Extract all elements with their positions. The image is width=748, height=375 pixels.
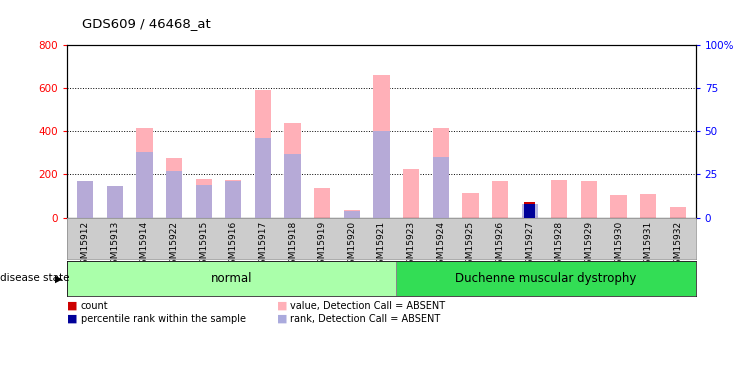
Text: ▶: ▶ bbox=[55, 273, 62, 284]
Text: ■: ■ bbox=[277, 314, 287, 324]
Bar bbox=[195, 179, 212, 218]
Text: GSM15919: GSM15919 bbox=[318, 221, 327, 270]
Bar bbox=[524, 204, 536, 218]
Bar bbox=[669, 207, 686, 218]
Bar bbox=[373, 75, 390, 217]
Text: GSM15913: GSM15913 bbox=[110, 221, 119, 270]
Bar bbox=[432, 128, 449, 218]
Text: GSM15917: GSM15917 bbox=[258, 221, 268, 270]
Bar bbox=[610, 195, 627, 217]
Bar bbox=[195, 185, 212, 218]
Bar bbox=[551, 180, 568, 218]
Bar bbox=[403, 169, 420, 217]
Text: GSM15925: GSM15925 bbox=[466, 221, 475, 270]
Bar bbox=[284, 123, 301, 218]
Text: ■: ■ bbox=[277, 301, 287, 310]
Text: GSM15924: GSM15924 bbox=[436, 221, 445, 270]
Bar bbox=[521, 204, 538, 218]
Text: value, Detection Call = ABSENT: value, Detection Call = ABSENT bbox=[290, 301, 445, 310]
Text: GSM15932: GSM15932 bbox=[673, 221, 682, 270]
Bar bbox=[314, 188, 331, 218]
Bar bbox=[166, 158, 183, 218]
Text: GDS609 / 46468_at: GDS609 / 46468_at bbox=[82, 17, 211, 30]
Text: GSM15920: GSM15920 bbox=[347, 221, 356, 270]
Text: GSM15916: GSM15916 bbox=[229, 221, 238, 270]
Text: ■: ■ bbox=[67, 314, 78, 324]
Text: count: count bbox=[81, 301, 108, 310]
Text: GSM15929: GSM15929 bbox=[584, 221, 593, 270]
Bar bbox=[255, 90, 271, 218]
Bar bbox=[524, 202, 536, 217]
Bar bbox=[136, 152, 153, 217]
Bar bbox=[462, 193, 479, 217]
Text: GSM15930: GSM15930 bbox=[614, 221, 623, 270]
Bar bbox=[166, 171, 183, 217]
Bar bbox=[580, 181, 597, 218]
Bar bbox=[106, 186, 123, 218]
Text: GSM15921: GSM15921 bbox=[377, 221, 386, 270]
Text: GSM15915: GSM15915 bbox=[199, 221, 208, 270]
Text: GSM15912: GSM15912 bbox=[81, 221, 90, 270]
Text: GSM15918: GSM15918 bbox=[288, 221, 297, 270]
Text: ■: ■ bbox=[67, 301, 78, 310]
Bar bbox=[373, 131, 390, 218]
Text: disease state: disease state bbox=[0, 273, 70, 284]
Text: GSM15923: GSM15923 bbox=[407, 221, 416, 270]
Text: GSM15922: GSM15922 bbox=[170, 221, 179, 270]
Bar bbox=[77, 181, 94, 218]
Text: percentile rank within the sample: percentile rank within the sample bbox=[81, 314, 246, 324]
Bar bbox=[521, 216, 538, 217]
Bar bbox=[225, 180, 242, 218]
Text: Duchenne muscular dystrophy: Duchenne muscular dystrophy bbox=[456, 272, 637, 285]
Text: GSM15927: GSM15927 bbox=[525, 221, 534, 270]
Bar bbox=[396, 261, 696, 296]
Bar bbox=[432, 157, 449, 218]
Bar bbox=[284, 154, 301, 218]
Text: GSM15926: GSM15926 bbox=[495, 221, 505, 270]
Bar bbox=[225, 181, 242, 218]
Bar bbox=[343, 211, 360, 218]
Bar bbox=[255, 138, 271, 218]
Text: GSM15928: GSM15928 bbox=[555, 221, 564, 270]
Text: GSM15931: GSM15931 bbox=[644, 221, 653, 270]
Text: GSM15914: GSM15914 bbox=[140, 221, 149, 270]
Bar bbox=[640, 194, 657, 217]
Bar bbox=[77, 181, 94, 218]
Bar bbox=[67, 261, 396, 296]
Bar bbox=[343, 210, 360, 218]
Text: rank, Detection Call = ABSENT: rank, Detection Call = ABSENT bbox=[290, 314, 441, 324]
Bar bbox=[136, 128, 153, 218]
Text: normal: normal bbox=[211, 272, 253, 285]
Bar bbox=[106, 186, 123, 218]
Bar bbox=[492, 181, 508, 218]
